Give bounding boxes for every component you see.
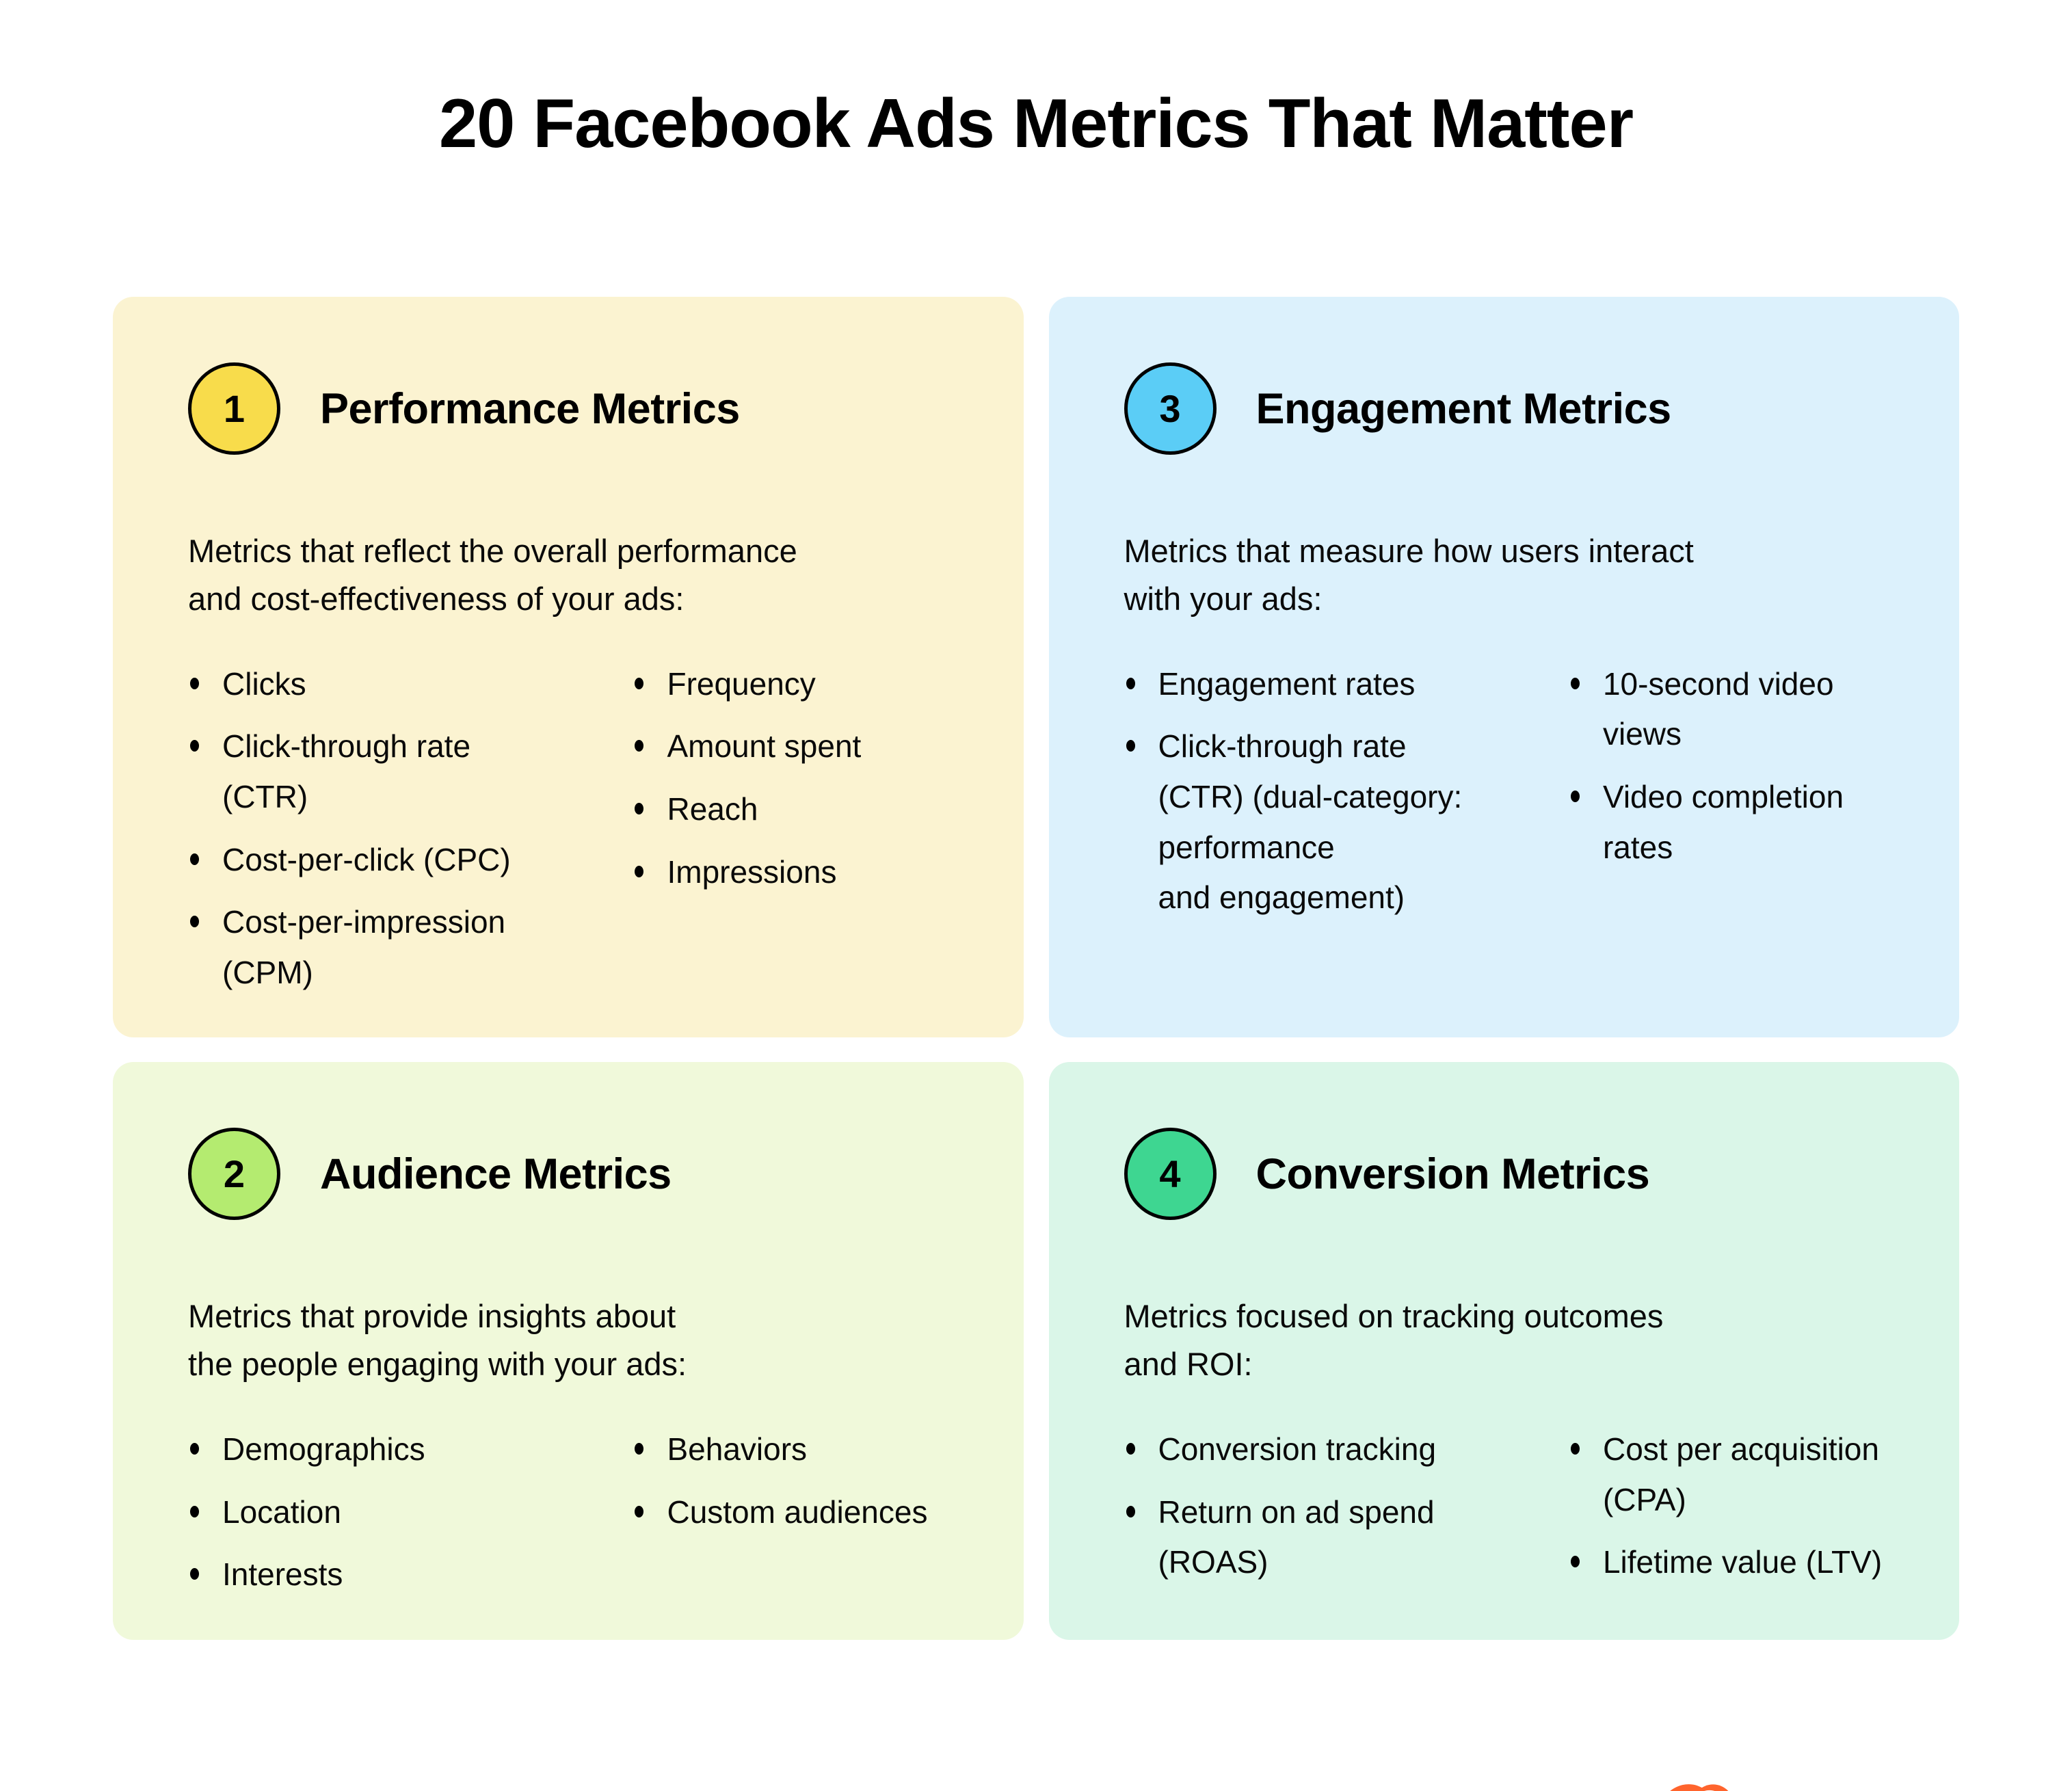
- card-header: 3 Engagement Metrics: [1124, 348, 1891, 469]
- bullet-item: Conversion tracking: [1124, 1424, 1569, 1475]
- bullet-list-right: 10-second video views Video completion ra…: [1569, 659, 1891, 936]
- bullet-item: Amount spent: [633, 721, 955, 772]
- semrush-logo: SEMRUSH: [1664, 1780, 1964, 1791]
- bullet-item: Click-through rate (CTR) (dual-category:…: [1124, 721, 1569, 923]
- card-number-badge: 3: [1124, 362, 1217, 455]
- bullet-item: Cost per acquisition (CPA): [1569, 1424, 1891, 1525]
- bullet-list-left: Engagement rates Click-through rate (CTR)…: [1124, 659, 1569, 936]
- card-description: Metrics that measure how users interact …: [1124, 532, 1694, 618]
- semrush-wordmark: SEMRUSH: [1752, 1783, 1964, 1791]
- infographic-page: 20 Facebook Ads Metrics That Matter 1 Pe…: [0, 81, 2072, 1791]
- card-heading: Audience Metrics: [320, 1150, 672, 1198]
- bullet-item: Click-through rate (CTR): [188, 721, 633, 822]
- bullet-item: Video completion rates: [1569, 772, 1891, 873]
- bullet-item: Lifetime value (LTV): [1569, 1537, 1891, 1588]
- card-heading: Engagement Metrics: [1256, 384, 1672, 433]
- bullet-item: Clicks: [188, 659, 633, 710]
- bullet-item: Engagement rates: [1124, 659, 1569, 710]
- card-conversion-metrics: 4 Conversion Metrics Metrics focused on …: [1048, 1062, 1959, 1640]
- page-title: 20 Facebook Ads Metrics That Matter: [438, 85, 1634, 162]
- card-description: Metrics focused on tracking outcomes and…: [1124, 1297, 1664, 1383]
- bullet-item: Demographics: [188, 1424, 633, 1475]
- card-description: Metrics that provide insights about the …: [188, 1297, 687, 1383]
- bullet-item: Impressions: [633, 847, 955, 898]
- bullet-item: Custom audiences: [633, 1487, 955, 1538]
- card-number-badge: 2: [188, 1128, 280, 1221]
- bullet-list-left: Conversion tracking Return on ad spend (R…: [1124, 1424, 1569, 1600]
- bullet-item: Return on ad spend (ROAS): [1124, 1487, 1569, 1588]
- footer-website: semrush.com: [113, 1786, 314, 1791]
- card-audience-metrics: 2 Audience Metrics Metrics that provide …: [113, 1062, 1024, 1640]
- bullet-columns: Clicks Click-through rate (CTR) Cost-per-c…: [188, 659, 955, 1011]
- bullet-item: Behaviors: [633, 1424, 955, 1475]
- bullet-list-right: Behaviors Custom audiences: [633, 1424, 955, 1613]
- footer: semrush.com SEMRUSH: [113, 1780, 1964, 1791]
- card-number-badge: 1: [188, 362, 280, 455]
- card-heading: Conversion Metrics: [1256, 1150, 1650, 1198]
- bullet-item: Cost-per-click (CPC): [188, 835, 633, 886]
- bullet-list-left: Demographics Location Interests: [188, 1424, 633, 1613]
- bullet-item: 10-second video views: [1569, 659, 1891, 760]
- card-engagement-metrics: 3 Engagement Metrics Metrics that measur…: [1048, 297, 1959, 1038]
- card-performance-metrics: 1 Performance Metrics Metrics that refle…: [113, 297, 1024, 1038]
- bullet-list-right: Cost per acquisition (CPA) Lifetime value…: [1569, 1424, 1891, 1600]
- card-header: 2 Audience Metrics: [188, 1113, 955, 1234]
- bullet-item: Cost-per-impression (CPM): [188, 897, 633, 998]
- card-header: 4 Conversion Metrics: [1124, 1113, 1891, 1234]
- card-description: Metrics that reflect the overall perform…: [188, 532, 797, 618]
- card-heading: Performance Metrics: [320, 384, 740, 433]
- bullet-item: Frequency: [633, 659, 955, 710]
- semrush-flame-icon: [1670, 1783, 1729, 1791]
- bullet-list-left: Clicks Click-through rate (CTR) Cost-per-c…: [188, 659, 633, 1011]
- bullet-item: Location: [188, 1487, 633, 1538]
- bullet-list-right: Frequency Amount spent Reach Impressions: [633, 659, 955, 1011]
- card-header: 1 Performance Metrics: [188, 348, 955, 469]
- cards-grid: 1 Performance Metrics Metrics that refle…: [113, 297, 1959, 1640]
- bullet-columns: Demographics Location Interests Behaviors C…: [188, 1424, 955, 1613]
- bullet-item: Interests: [188, 1550, 633, 1600]
- bullet-columns: Conversion tracking Return on ad spend (R…: [1124, 1424, 1891, 1600]
- bullet-columns: Engagement rates Click-through rate (CTR)…: [1124, 659, 1891, 936]
- bullet-item: Reach: [633, 784, 955, 835]
- card-number-badge: 4: [1124, 1128, 1217, 1221]
